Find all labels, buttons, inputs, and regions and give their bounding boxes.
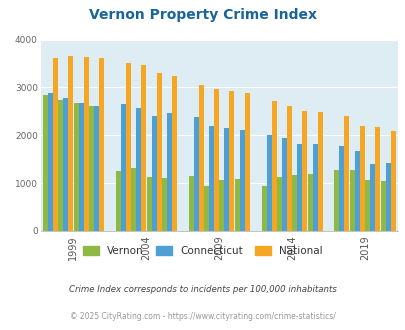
Bar bbox=[53, 58, 58, 231]
Bar bbox=[141, 65, 146, 231]
Bar bbox=[261, 186, 266, 231]
Bar bbox=[380, 181, 385, 231]
Bar bbox=[296, 145, 302, 231]
Bar bbox=[390, 130, 394, 231]
Bar bbox=[334, 170, 339, 231]
Bar bbox=[43, 95, 48, 231]
Bar bbox=[317, 112, 322, 231]
Bar bbox=[271, 101, 276, 231]
Bar bbox=[58, 100, 63, 231]
Bar bbox=[136, 108, 141, 231]
Bar bbox=[281, 138, 286, 231]
Bar bbox=[266, 135, 271, 231]
Bar bbox=[89, 106, 94, 231]
Bar bbox=[374, 127, 379, 231]
Bar bbox=[213, 89, 218, 231]
Bar bbox=[63, 98, 68, 231]
Bar bbox=[343, 116, 349, 231]
Bar bbox=[359, 126, 364, 231]
Bar bbox=[312, 145, 317, 231]
Bar bbox=[73, 103, 79, 231]
Bar bbox=[219, 180, 224, 231]
Bar bbox=[307, 174, 312, 231]
Bar bbox=[131, 168, 136, 231]
Text: Vernon Property Crime Index: Vernon Property Crime Index bbox=[89, 8, 316, 22]
Bar bbox=[193, 116, 198, 231]
Bar bbox=[204, 185, 209, 231]
Bar bbox=[224, 128, 229, 231]
Bar bbox=[188, 177, 193, 231]
Bar bbox=[79, 103, 83, 231]
Text: © 2025 CityRating.com - https://www.cityrating.com/crime-statistics/: © 2025 CityRating.com - https://www.city… bbox=[70, 312, 335, 321]
Bar bbox=[286, 106, 291, 231]
Bar bbox=[151, 116, 156, 231]
Bar bbox=[126, 63, 130, 231]
Bar bbox=[364, 180, 369, 231]
Legend: Vernon, Connecticut, National: Vernon, Connecticut, National bbox=[83, 246, 322, 256]
Bar bbox=[48, 93, 53, 231]
Bar bbox=[234, 179, 239, 231]
Bar bbox=[146, 177, 151, 231]
Bar bbox=[120, 104, 126, 231]
Bar bbox=[292, 175, 296, 231]
Bar bbox=[115, 171, 120, 231]
Bar bbox=[369, 164, 374, 231]
Bar bbox=[83, 57, 88, 231]
Bar bbox=[99, 58, 104, 231]
Bar bbox=[349, 170, 354, 231]
Bar bbox=[198, 85, 203, 231]
Bar bbox=[156, 73, 161, 231]
Bar bbox=[209, 126, 213, 231]
Text: Crime Index corresponds to incidents per 100,000 inhabitants: Crime Index corresponds to incidents per… bbox=[69, 285, 336, 294]
Bar bbox=[302, 111, 307, 231]
Bar bbox=[276, 178, 281, 231]
Bar bbox=[166, 113, 171, 231]
Bar bbox=[171, 77, 177, 231]
Bar bbox=[244, 93, 249, 231]
Bar bbox=[339, 146, 343, 231]
Bar bbox=[68, 56, 73, 231]
Bar bbox=[229, 91, 234, 231]
Bar bbox=[385, 163, 390, 231]
Bar bbox=[354, 151, 359, 231]
Bar bbox=[162, 178, 166, 231]
Bar bbox=[94, 106, 99, 231]
Bar bbox=[239, 130, 244, 231]
